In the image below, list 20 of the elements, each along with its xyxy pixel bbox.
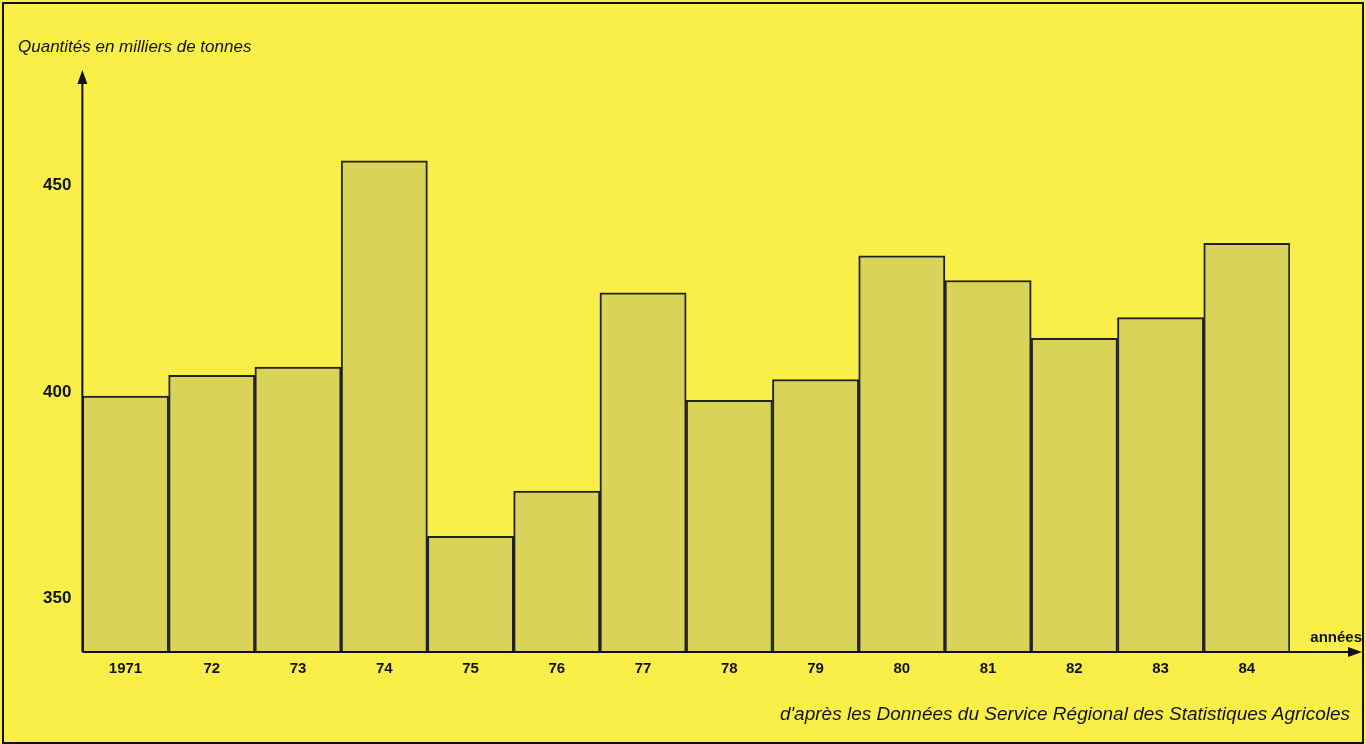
x-tick-label: 75 (462, 659, 479, 677)
x-tick-label: 73 (289, 659, 307, 677)
x-tick-label: 1971 (108, 659, 143, 677)
x-axis-title: années (1310, 628, 1362, 645)
x-tick-label: 81 (979, 659, 997, 677)
y-axis-title: Quantités en milliers de tonnes (18, 37, 252, 56)
x-tick-label: 77 (634, 659, 652, 677)
x-tick-label: 76 (548, 659, 566, 677)
x-tick-label: 72 (203, 659, 221, 677)
x-tick-label: 84 (1238, 659, 1256, 677)
y-tick-label: 350 (42, 588, 72, 608)
x-tick-label: 83 (1152, 659, 1169, 677)
x-tick-label: 74 (375, 659, 394, 677)
x-tick-label: 80 (893, 659, 911, 677)
x-tick-label: 78 (720, 659, 738, 677)
x-tick-label: 79 (807, 659, 824, 677)
y-tick-label: 400 (42, 381, 72, 401)
x-tick-label: 82 (1066, 659, 1083, 677)
text: d'après les Données du Service Régional des Statistiques Agricoles (779, 703, 1351, 724)
y-tick-label: 450 (42, 175, 72, 195)
